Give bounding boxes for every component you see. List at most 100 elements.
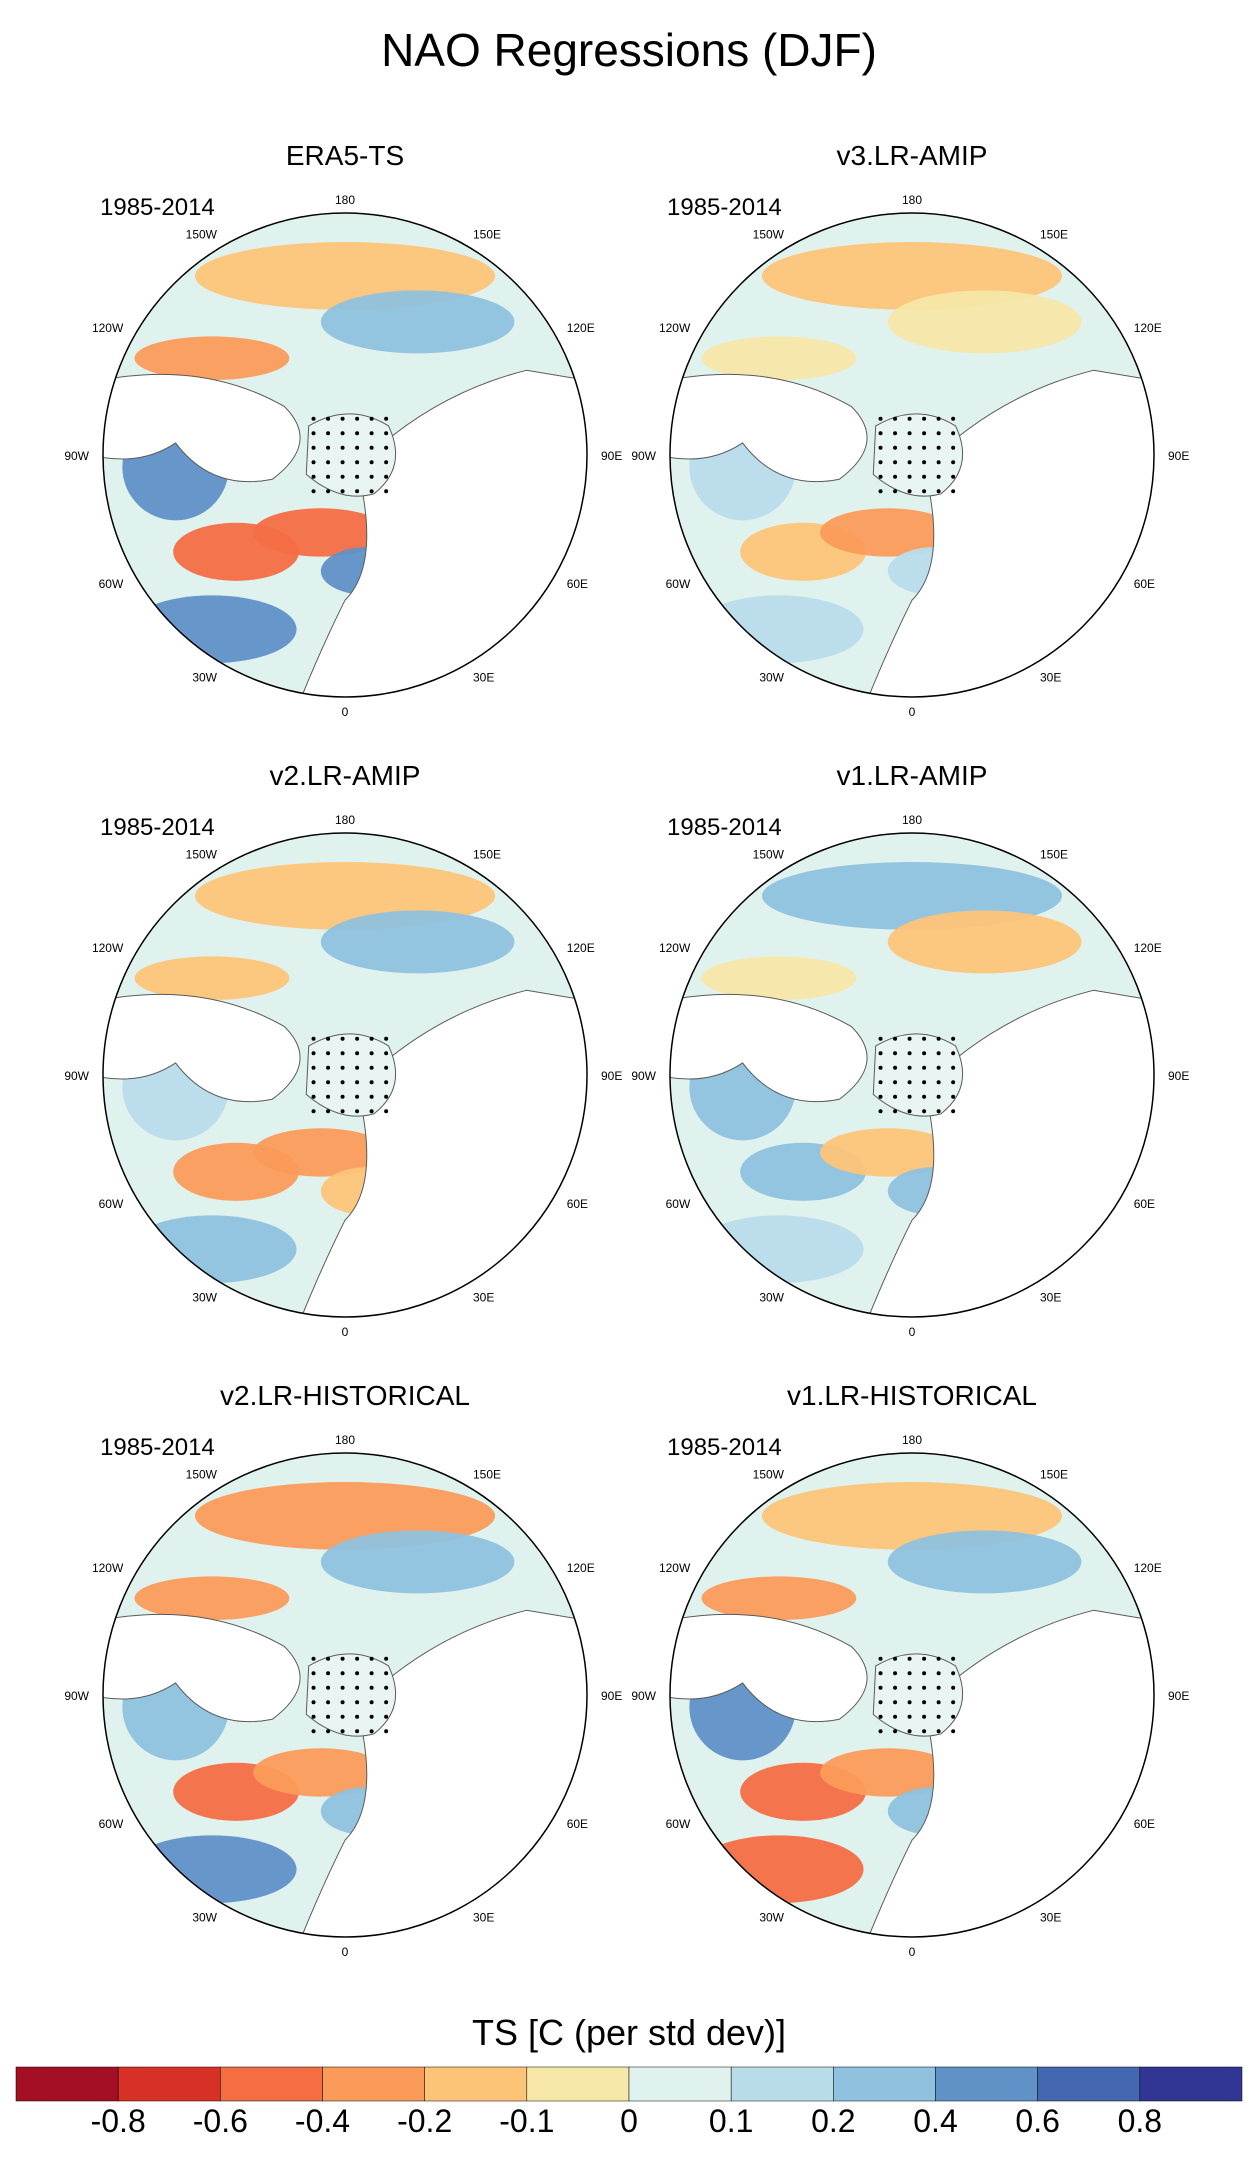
significance-stipple	[878, 1656, 956, 1734]
panel-period: 1985-2014	[667, 194, 782, 221]
stipple-dot	[311, 489, 316, 494]
longitude-label: 150W	[186, 227, 218, 241]
stipple-dot	[922, 1700, 927, 1705]
longitude-label: 90W	[64, 449, 89, 463]
stipple-dot	[893, 489, 898, 494]
longitude-label: 150E	[473, 1467, 501, 1481]
colorbar-bin	[322, 2066, 425, 2102]
colorbar-bin	[424, 2066, 528, 2102]
longitude-label: 30W	[759, 1911, 784, 1925]
stipple-dot	[922, 1714, 927, 1719]
stipple-dot	[340, 489, 345, 494]
stipple-dot	[340, 1700, 345, 1705]
map-panel: v2.LR-AMIP 1985-2014north-pacific: -0.15b…	[64, 760, 622, 1339]
stipple-dot	[936, 1065, 941, 1070]
stipple-dot	[922, 1671, 927, 1676]
colorbar-bin	[833, 2066, 936, 2102]
longitude-label: 60W	[99, 1197, 124, 1211]
stipple-dot	[340, 1729, 345, 1734]
longitude-label: 30E	[473, 1911, 494, 1925]
stipple-dot	[951, 460, 956, 465]
stipple-dot	[326, 1094, 331, 1099]
land-north-america	[670, 373, 868, 483]
stipple-dot	[907, 1080, 912, 1085]
stipple-dot	[369, 1729, 374, 1734]
stipple-dot	[355, 431, 360, 436]
stipple-dot	[340, 1051, 345, 1056]
longitude-label: 150E	[1040, 227, 1068, 241]
longitude-label: 60E	[567, 1197, 588, 1211]
stipple-dot	[893, 1729, 898, 1734]
longitude-label: 30E	[1040, 1291, 1061, 1305]
stipple-dot	[878, 1051, 883, 1056]
stipple-dot	[340, 431, 345, 436]
stipple-dot	[311, 1094, 316, 1099]
stipple-dot	[878, 1729, 883, 1734]
stipple-dot	[893, 1671, 898, 1676]
longitude-label: 60W	[99, 1817, 124, 1831]
stipple-dot	[369, 445, 374, 450]
longitude-label: 30W	[192, 671, 217, 685]
panel-title: v1.LR-AMIP	[837, 760, 988, 791]
longitude-label: 60E	[1134, 1817, 1155, 1831]
stipple-dot	[311, 460, 316, 465]
stipple-dot	[384, 431, 389, 436]
stipple-dot	[384, 1109, 389, 1114]
stipple-dot	[369, 1080, 374, 1085]
longitude-label: 180	[902, 1433, 922, 1447]
map-outline	[669, 212, 1155, 698]
longitude-label: 0	[909, 1945, 916, 1959]
stipple-dot	[340, 416, 345, 421]
longitude-label: 180	[335, 1433, 355, 1447]
region-alaska-coast: alaska-coast: -0.4	[134, 1576, 290, 1620]
map-panel: v1.LR-HISTORICAL1985-2014north-pacific: …	[631, 1380, 1189, 1959]
stipple-dot	[936, 1036, 941, 1041]
longitude-label: 90E	[601, 1069, 622, 1083]
longitude-label: 120W	[659, 941, 691, 955]
stipple-dot	[311, 1080, 316, 1085]
longitude-label: 60E	[1134, 577, 1155, 591]
longitude-label: 60W	[99, 577, 124, 591]
colorbar-bin	[1037, 2066, 1141, 2102]
longitude-label: 90W	[64, 1069, 89, 1083]
significance-stipple	[311, 1036, 389, 1114]
land-north-america	[103, 1613, 301, 1723]
longitude-label: 30E	[1040, 671, 1061, 685]
stipple-dot	[355, 1036, 360, 1041]
longitude-label: 180	[335, 193, 355, 207]
stipple-dot	[326, 1714, 331, 1719]
arctic-ice-region	[872, 413, 964, 497]
stipple-dot	[369, 1036, 374, 1041]
stipple-dot	[893, 445, 898, 450]
land-north-america	[103, 993, 301, 1103]
map-outline	[669, 1452, 1155, 1938]
region-subtropical-atlantic: subtropical-atlantic: -0.5	[694, 1835, 864, 1904]
stipple-dot	[326, 1080, 331, 1085]
longitude-label: 90E	[601, 1689, 622, 1703]
longitude-label: 150W	[186, 1467, 218, 1481]
region-nordic-seas: nordic-seas: -0.6	[253, 508, 389, 557]
longitude-label: 60W	[666, 577, 691, 591]
stipple-dot	[936, 1656, 941, 1661]
stipple-dot	[311, 445, 316, 450]
stipple-dot	[311, 431, 316, 436]
stipple-dot	[936, 474, 941, 479]
stipple-dot	[936, 1729, 941, 1734]
longitude-label: 0	[909, 705, 916, 719]
stipple-dot	[951, 1714, 956, 1719]
stipple-dot	[951, 474, 956, 479]
longitude-label: 30W	[759, 671, 784, 685]
region-alaska-coast: alaska-coast: -0.1	[701, 956, 857, 1000]
stipple-dot	[355, 460, 360, 465]
longitude-label: 0	[342, 1325, 349, 1339]
arctic-ice-region	[305, 1033, 397, 1117]
longitude-label: 30E	[1040, 1911, 1061, 1925]
longitude-label: 120W	[92, 941, 124, 955]
longitude-label: 0	[909, 1325, 916, 1339]
longitude-label: 60E	[567, 577, 588, 591]
stipple-dot	[907, 1729, 912, 1734]
longitude-label: 120E	[1134, 1561, 1162, 1575]
region-bering-siberia: bering-siberia: 0.2	[320, 910, 515, 974]
map-outline	[102, 1452, 588, 1938]
map-panel: ERA5-TS 1985-2014north-pacific: -0.15beri…	[64, 140, 622, 719]
